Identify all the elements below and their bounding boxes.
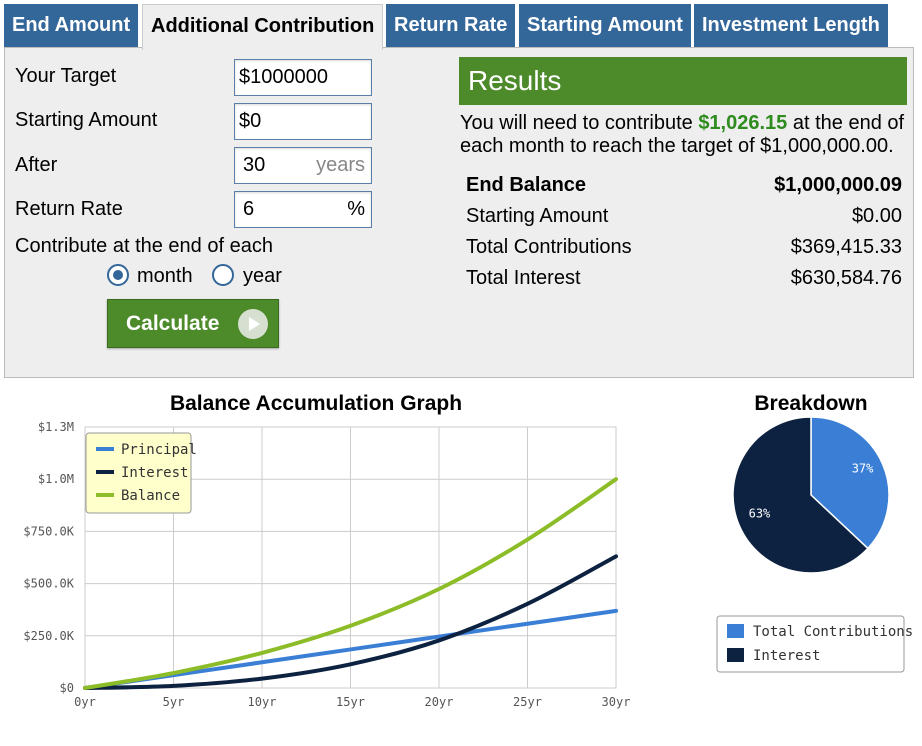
pie-chart-title: Breakdown — [754, 392, 867, 415]
y-tick-label: $750.0K — [23, 524, 74, 538]
month-label[interactable]: month — [137, 265, 193, 287]
series-line-principal — [83, 608, 618, 690]
result-label: Total Contributions — [466, 236, 632, 258]
balance-accumulation-chart: Balance Accumulation Graph $0 $250.0K $500… — [23, 392, 630, 709]
years-suffix: years — [316, 154, 365, 176]
chart-legend: Principal Interest Balance — [85, 432, 197, 514]
result-value: $0.00 — [851, 205, 902, 227]
return-rate-value: 6 — [243, 198, 255, 220]
pie-slice-label: 37% — [852, 462, 874, 476]
y-tick-label: $250.0K — [23, 629, 74, 643]
result-row-starting-amount: Starting Amount $0.00 — [466, 205, 902, 228]
years-value: 30 — [243, 154, 266, 176]
x-tick-label: 5yr — [163, 695, 185, 709]
target-label: Your Target — [15, 65, 117, 87]
legend-swatch-balance — [96, 493, 114, 497]
contribute-label: Contribute at the end of each — [15, 235, 273, 257]
results-header: Results — [459, 57, 907, 105]
sentence-pre: You will need to contribute — [460, 112, 699, 134]
tab-investment-length[interactable]: Investment Length — [694, 4, 888, 48]
starting-amount-value: $0 — [239, 110, 262, 132]
result-label: Total Interest — [466, 267, 581, 289]
calculate-label: Calculate — [126, 312, 220, 335]
year-label[interactable]: year — [243, 265, 282, 287]
series-line-interest — [83, 554, 618, 690]
month-radio[interactable] — [107, 264, 129, 286]
sentence-post: at the end of each month to reach the ta… — [460, 112, 905, 157]
result-row-total-interest: Total Interest $630,584.76 — [466, 267, 902, 290]
line-chart-title: Balance Accumulation Graph — [170, 392, 462, 415]
series-line-balance — [83, 477, 618, 690]
x-tick-label: 25yr — [513, 695, 542, 709]
result-value: $1,000,000.09 — [774, 174, 902, 196]
legend-balance: Balance — [121, 488, 180, 504]
calculate-button[interactable]: Calculate — [107, 299, 279, 348]
return-rate-label: Return Rate — [15, 198, 123, 220]
y-axis-ticks: $0 $250.0K $500.0K $750.0K $1.0M $1.3M — [23, 420, 74, 695]
starting-amount-input[interactable]: $0 — [234, 103, 372, 140]
x-tick-label: 10yr — [248, 695, 277, 709]
pie-slice-label: 63% — [749, 506, 771, 520]
tab-additional-contribution[interactable]: Additional Contribution — [142, 4, 384, 50]
pie-slice — [810, 416, 890, 550]
y-tick-label: $1.3M — [38, 420, 74, 434]
y-tick-label: $0 — [60, 681, 74, 695]
result-label: End Balance — [466, 174, 587, 196]
result-row-end-balance: End Balance $1,000,000.09 — [466, 174, 902, 197]
x-axis-ticks: 0yr 5yr 10yr 15yr 20yr 25yr 30yr — [74, 695, 630, 709]
return-rate-input[interactable]: 6% — [234, 191, 372, 228]
chart-series — [83, 477, 618, 690]
x-tick-label: 20yr — [425, 695, 454, 709]
target-value: $1000000 — [239, 66, 328, 88]
result-row-total-contributions: Total Contributions $369,415.33 — [466, 236, 902, 259]
tab-starting-amount[interactable]: Starting Amount — [519, 4, 691, 48]
legend-interest-pie: Interest — [753, 648, 820, 664]
legend-swatch-interest — [727, 648, 744, 662]
legend-contributions: Total Contributions — [753, 624, 913, 640]
result-value: $369,415.33 — [790, 236, 902, 258]
x-tick-label: 0yr — [74, 695, 96, 709]
after-label: After — [15, 154, 58, 176]
pie-slices: 37% 63% — [732, 416, 890, 574]
results-sentence: You will need to contribute $1,026.15 at… — [460, 112, 912, 158]
years-input[interactable]: 30 years — [234, 147, 372, 184]
result-value: $630,584.76 — [790, 267, 902, 289]
calculator-panel: Your Target $1000000 Starting Amount $0 … — [4, 47, 914, 378]
x-tick-label: 15yr — [336, 695, 365, 709]
result-label: Starting Amount — [466, 205, 609, 227]
contribution-amount: $1,026.15 — [698, 112, 788, 134]
legend-interest: Interest — [121, 465, 188, 481]
breakdown-chart: Breakdown 37% 63% Total Contributions Int… — [716, 392, 913, 673]
y-tick-label: $1.0M — [38, 472, 74, 486]
pie-legend: Total Contributions Interest — [716, 615, 913, 673]
pie-slice — [732, 416, 869, 574]
target-input[interactable]: $1000000 — [234, 59, 372, 96]
starting-amount-label: Starting Amount — [15, 109, 158, 131]
legend-swatch-principal — [96, 447, 114, 451]
year-radio[interactable] — [212, 264, 234, 286]
legend-principal: Principal — [121, 442, 197, 458]
percent-suffix: % — [347, 198, 365, 220]
y-tick-label: $500.0K — [23, 577, 74, 591]
play-arrow-icon — [238, 309, 268, 339]
legend-swatch-contributions — [727, 624, 744, 638]
legend-swatch-interest — [96, 470, 114, 474]
x-tick-label: 30yr — [602, 695, 631, 709]
tab-return-rate[interactable]: Return Rate — [386, 4, 516, 48]
tab-end-amount[interactable]: End Amount — [4, 4, 139, 48]
pie-legend-box — [716, 615, 905, 673]
